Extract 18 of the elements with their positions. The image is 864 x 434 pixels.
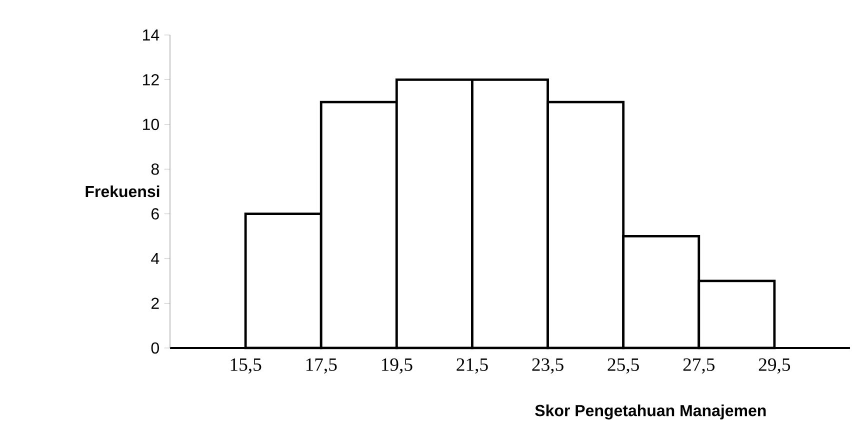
y-tick-label: 10 — [143, 118, 159, 130]
x-axis-title: Skor Pengetahuan Manajemen — [535, 404, 766, 420]
x-tick-label: 25,5 — [608, 358, 639, 374]
y-tick-label: 4 — [151, 253, 160, 264]
y-tick-label: 0 — [151, 342, 159, 354]
x-tick-label: 19,5 — [382, 358, 412, 374]
x-tick-label: 29,5 — [758, 358, 790, 374]
x-tick-label: 15,5 — [230, 358, 262, 374]
y-tick-label: 12 — [143, 74, 159, 86]
y-tick-label: 6 — [152, 208, 159, 220]
x-tick-label: 27,5 — [683, 358, 715, 374]
x-tick-label: 21,5 — [456, 358, 488, 374]
y-tick-label: 14 — [143, 29, 160, 40]
y-tick-label: 2 — [152, 298, 159, 309]
x-tick-label: 17,5 — [306, 358, 337, 374]
x-tick-label: 23,5 — [532, 358, 564, 374]
y-axis-title: Frekuensi — [86, 185, 160, 198]
y-tick-label: 8 — [151, 163, 159, 175]
